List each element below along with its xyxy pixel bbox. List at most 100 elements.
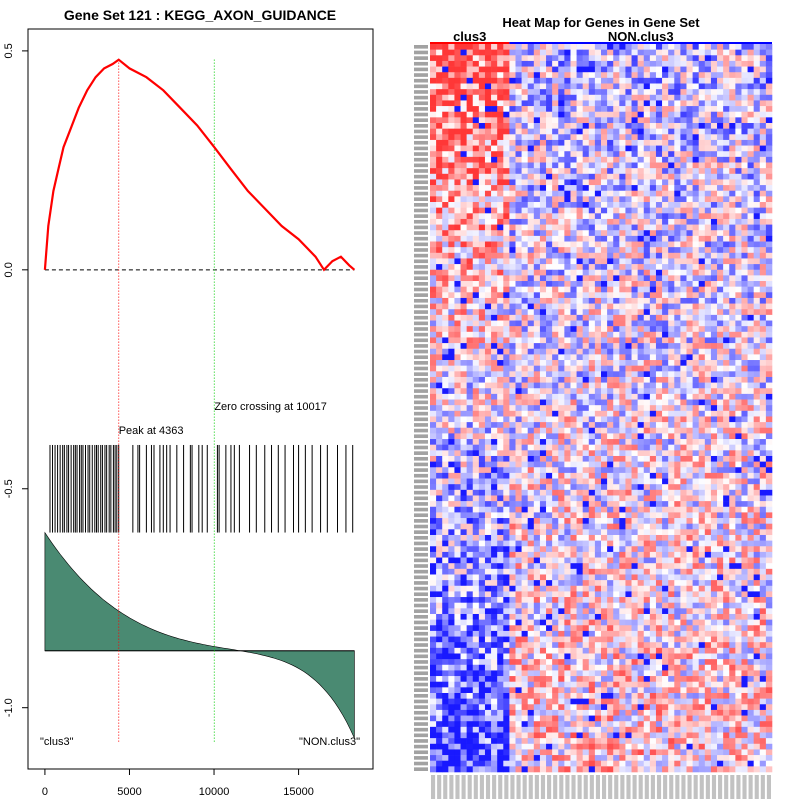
heatmap-cell xyxy=(564,106,571,113)
heatmap-cell xyxy=(466,77,474,84)
heatmap-cell xyxy=(539,145,547,152)
heatmap-cell xyxy=(515,512,522,519)
heatmap-cell xyxy=(521,111,529,118)
heatmap-cell xyxy=(491,444,498,451)
heatmap-cell xyxy=(454,455,461,462)
heatmap-cell xyxy=(625,518,632,524)
heatmap-cell xyxy=(484,393,492,400)
heatmap-cell xyxy=(594,77,602,84)
heatmap-cell xyxy=(478,484,486,491)
heatmap-cell xyxy=(680,190,687,197)
heatmap-cell xyxy=(723,337,730,344)
heatmap-cell xyxy=(594,89,602,96)
heatmap-cell xyxy=(576,60,583,67)
heatmap-cell xyxy=(637,309,645,316)
heatmap-cell xyxy=(704,190,712,197)
heatmap-cell xyxy=(491,117,498,124)
heatmap-cell xyxy=(619,365,626,372)
heatmap-cell xyxy=(472,83,480,90)
heatmap-cell xyxy=(649,489,657,496)
heatmap-cell xyxy=(607,258,614,265)
heatmap-cell xyxy=(436,399,443,406)
heatmap-cell xyxy=(503,455,510,462)
heatmap-cell xyxy=(710,89,718,96)
heatmap-cell xyxy=(637,241,645,248)
heatmap-cell xyxy=(472,433,480,440)
heatmap-cell xyxy=(588,455,596,462)
heatmap-cell xyxy=(509,314,516,321)
heatmap-cell xyxy=(472,196,480,203)
heatmap-cell xyxy=(680,106,687,113)
heatmap-cell xyxy=(601,252,608,259)
heatmap-cell xyxy=(662,292,669,299)
heatmap-cell xyxy=(454,309,461,316)
heatmap-cell xyxy=(515,123,522,129)
heatmap-cell xyxy=(668,185,675,192)
heatmap-cell xyxy=(692,281,700,287)
heatmap-cell xyxy=(588,179,596,186)
row-gene-label xyxy=(414,135,428,139)
heatmap-cell xyxy=(484,439,492,445)
heatmap-cell xyxy=(625,117,632,124)
heatmap-cell xyxy=(649,66,657,73)
heatmap-cell xyxy=(631,139,638,146)
heatmap-cell xyxy=(643,371,651,378)
heatmap-cell xyxy=(558,235,565,242)
heatmap-cell xyxy=(643,382,651,389)
heatmap-cell xyxy=(747,269,754,276)
heatmap-cell xyxy=(521,89,529,96)
heatmap-cell xyxy=(625,190,632,197)
heatmap-cell xyxy=(430,190,437,197)
heatmap-cell xyxy=(692,506,700,513)
heatmap-cell xyxy=(698,320,706,327)
heatmap-cell xyxy=(765,416,773,423)
heatmap-cell xyxy=(637,179,645,186)
heatmap-cell xyxy=(442,224,449,231)
heatmap-cell xyxy=(759,269,767,276)
heatmap-cell xyxy=(619,348,626,355)
heatmap-cell xyxy=(582,196,590,203)
heatmap-cell xyxy=(637,275,645,282)
heatmap-cell xyxy=(484,258,492,265)
heatmap-cell xyxy=(765,467,773,474)
heatmap-cell xyxy=(527,162,535,169)
heatmap-cell xyxy=(698,275,706,282)
heatmap-cell xyxy=(674,354,681,361)
heatmap-cell xyxy=(741,83,748,90)
heatmap-cell xyxy=(698,94,706,101)
heatmap-cell xyxy=(747,467,754,474)
heatmap-cell xyxy=(515,49,522,56)
heatmap-cell xyxy=(594,467,602,474)
heatmap-cell xyxy=(497,139,504,146)
heatmap-cell xyxy=(704,393,712,400)
heatmap-cell xyxy=(674,478,681,485)
heatmap-cell xyxy=(497,258,504,265)
row-gene-label xyxy=(414,56,428,60)
heatmap-cell xyxy=(533,89,541,96)
heatmap-cell xyxy=(503,427,510,434)
heatmap-cell xyxy=(655,489,663,496)
heatmap-cell xyxy=(613,314,620,321)
heatmap-cell xyxy=(759,472,767,479)
heatmap-cell xyxy=(484,247,492,254)
heatmap-cell xyxy=(442,405,449,412)
heatmap-cell xyxy=(521,331,529,338)
heatmap-cell xyxy=(631,314,638,321)
heatmap-cell xyxy=(594,309,602,316)
heatmap-cell xyxy=(442,489,449,496)
heatmap-cell xyxy=(625,49,632,56)
heatmap-cell xyxy=(619,523,626,530)
heatmap-cell xyxy=(436,139,443,146)
heatmap-cell xyxy=(637,314,645,321)
heatmap-cell xyxy=(539,202,547,208)
heatmap-cell xyxy=(625,506,632,513)
heatmap-cell xyxy=(558,292,565,299)
heatmap-cell xyxy=(478,258,486,265)
heatmap-cell xyxy=(698,196,706,203)
heatmap-cell xyxy=(704,523,712,530)
heatmap-cell xyxy=(704,49,712,56)
heatmap-cell xyxy=(466,461,474,468)
heatmap-cell xyxy=(503,218,510,225)
heatmap-cell xyxy=(527,196,535,203)
heatmap-cell xyxy=(686,202,693,208)
